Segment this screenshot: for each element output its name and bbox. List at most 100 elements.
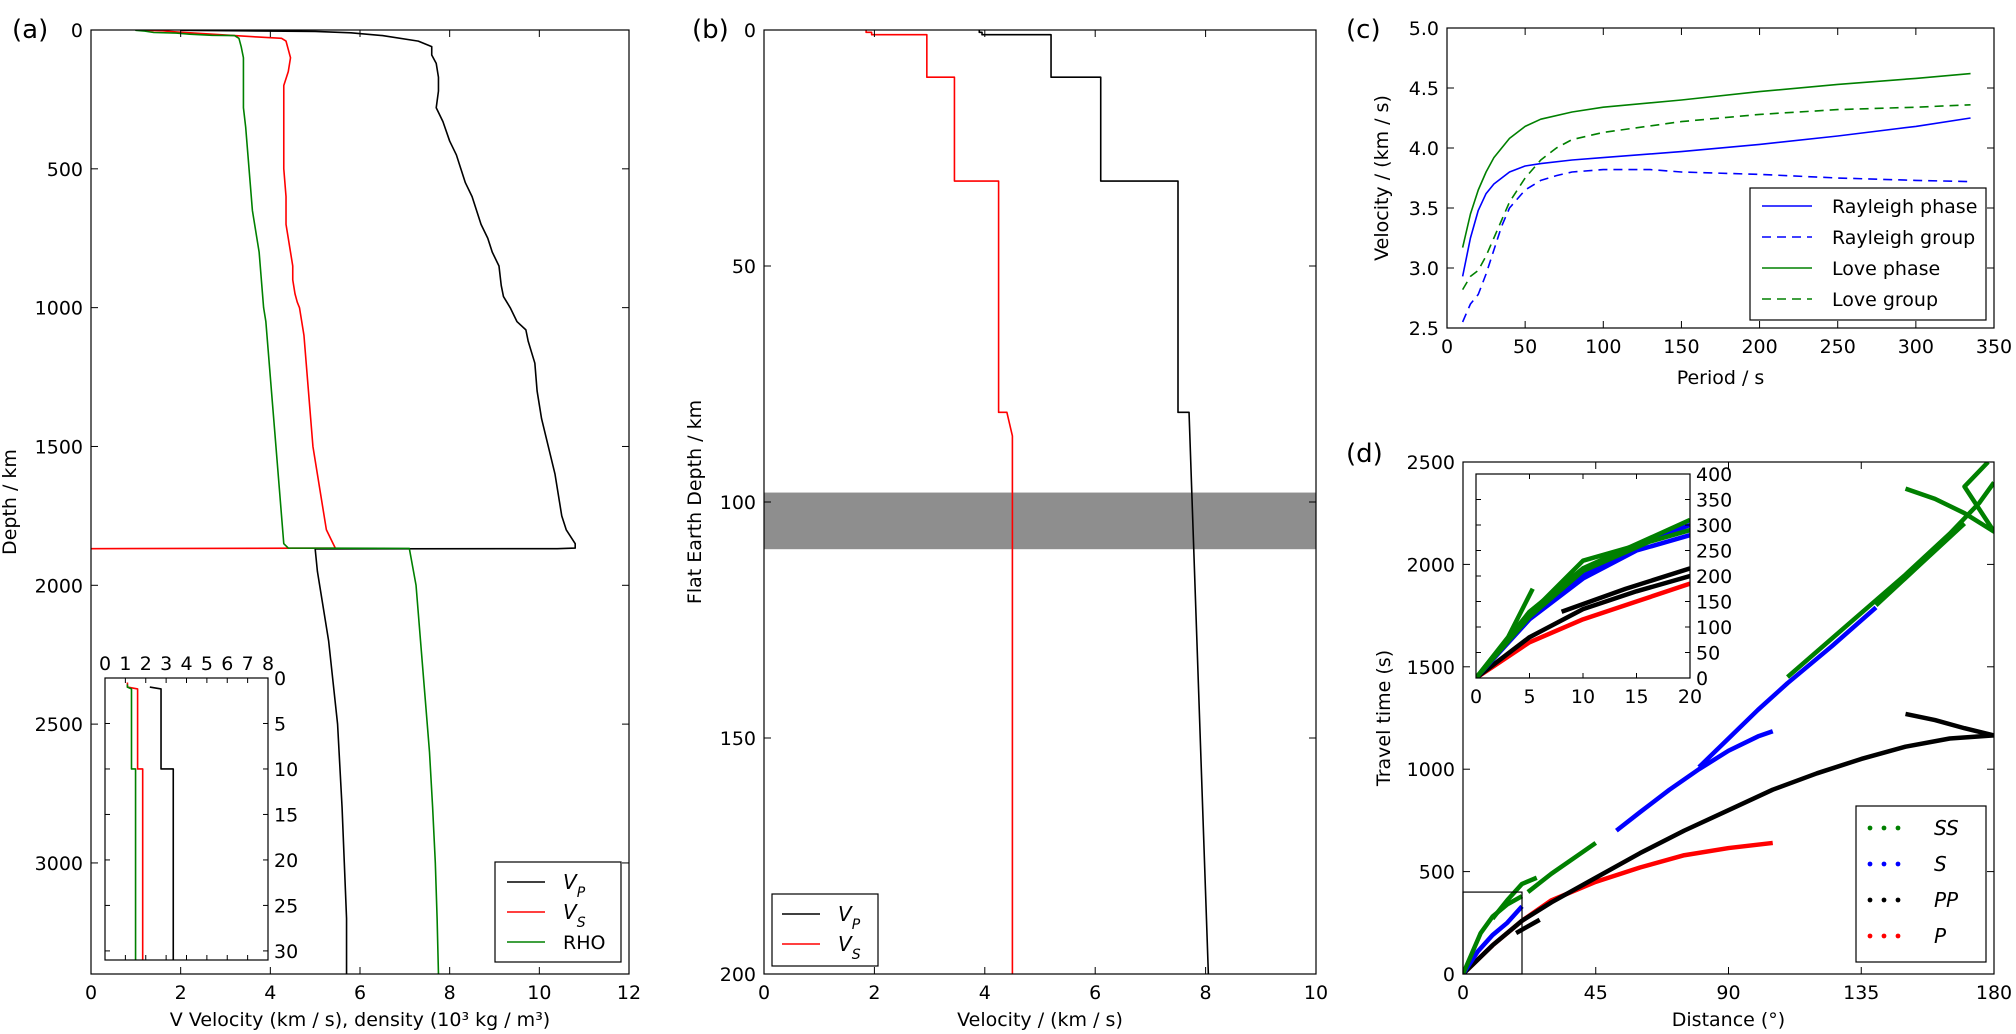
y-tick-label: 500	[47, 159, 83, 181]
y-axis-label: Flat Earth Depth / km	[684, 400, 706, 604]
y-tick-label: 200	[720, 964, 756, 986]
legend-marker	[1881, 861, 1887, 867]
legend-marker	[1881, 825, 1887, 831]
inset-points-PP	[1560, 566, 1690, 614]
panel-label-d: (d)	[1346, 439, 1383, 469]
panel-label-a: (a)	[12, 15, 48, 45]
series-line-love-group	[1461, 104, 1971, 291]
series-points-PP	[1514, 917, 1541, 935]
y-tick-label: 0	[1443, 964, 1455, 986]
legend-marker	[1881, 933, 1887, 939]
axes-frame	[1475, 473, 1691, 679]
y-tick-label: 3.0	[1409, 258, 1439, 280]
y-tick-label: 15	[274, 804, 298, 826]
inset-points-SS	[1476, 517, 1690, 678]
shaded-band	[764, 492, 1316, 550]
x-tick-label: 8	[1200, 982, 1212, 1004]
legend-label: S	[1934, 852, 1947, 876]
axes-frame	[1462, 461, 1995, 975]
y-tick-label: 1500	[35, 436, 83, 458]
y-tick-label: 2.5	[1409, 318, 1439, 340]
series-points-S	[1697, 605, 1878, 769]
x-tick-label: 15	[1624, 686, 1648, 708]
legend-marker	[1867, 825, 1873, 831]
legend-marker	[1867, 933, 1873, 939]
axes-frame	[104, 677, 269, 961]
y-tick-label: 2500	[1407, 452, 1455, 474]
legend-label: PP	[1934, 888, 1959, 912]
y-tick-label: 0	[274, 668, 286, 690]
x-tick-label: 2	[868, 982, 880, 1004]
x-tick-label: 10	[1304, 982, 1328, 1004]
x-tick-label: 12	[617, 982, 641, 1004]
y-tick-label: 0	[744, 20, 756, 42]
x-axis-label: V Velocity (km / s), density (10³ kg / m…	[170, 1009, 550, 1031]
y-tick-label: 400	[1696, 464, 1732, 486]
legend-box	[771, 893, 879, 967]
y-tick-label: 350	[1696, 490, 1732, 512]
axes-frame	[1446, 27, 1995, 329]
panel-c: (c) 0 50 100 150 200 250 300 350 2.5 3.0 3.5 4.0 4.5 5…	[1346, 15, 2012, 389]
series-line-VS	[91, 30, 337, 550]
y-tick-label: 0	[71, 20, 83, 42]
series-line-love-phase	[1461, 72, 1971, 248]
x-tick-label: 5	[201, 653, 213, 675]
legend-label: Rayleigh phase	[1832, 196, 1977, 218]
y-tick-label: 20	[274, 850, 298, 872]
series-points-SS	[1786, 481, 1994, 679]
legend-label: Love phase	[1832, 258, 1940, 280]
x-tick-label: 5	[1523, 686, 1535, 708]
y-tick-label: 100	[1696, 617, 1732, 639]
x-tick-label: 1	[119, 653, 131, 675]
y-axis-label: Velocity / (km / s)	[1371, 95, 1393, 261]
x-axis-label: Period / s	[1677, 367, 1765, 389]
x-tick-label: 135	[1843, 982, 1879, 1004]
series-points-SS	[1904, 462, 1994, 534]
x-tick-label: 180	[1976, 982, 2012, 1004]
series-points-PP	[1905, 711, 1994, 738]
x-tick-label: 4	[180, 653, 192, 675]
x-tick-label: 4	[264, 982, 276, 1004]
y-tick-label: 30	[274, 941, 298, 963]
series-points-S	[1463, 904, 1524, 974]
inset-points-P	[1476, 581, 1690, 678]
x-tick-label: 10	[527, 982, 551, 1004]
y-tick-label: 1000	[35, 298, 83, 320]
x-tick-label: 20	[1678, 686, 1702, 708]
x-tick-label: 6	[354, 982, 366, 1004]
legend-c: Rayleigh phase Rayleigh group Love phase Lo…	[1749, 187, 1987, 321]
series-line-VP	[179, 30, 577, 974]
y-tick-label: 5	[274, 713, 286, 735]
legend-label: Love group	[1832, 289, 1938, 311]
inset-line-VP	[149, 686, 175, 960]
x-axis-label: Distance (°)	[1672, 1009, 1785, 1031]
series-points-S	[1615, 729, 1774, 833]
y-tick-label: 200	[1696, 566, 1732, 588]
y-tick-label: 4.5	[1409, 78, 1439, 100]
x-tick-label: 150	[1663, 336, 1699, 358]
legend-subscript: P	[852, 917, 861, 933]
x-tick-label: 0	[85, 982, 97, 1004]
y-tick-label: 2000	[35, 575, 83, 597]
y-tick-label: 1000	[1407, 759, 1455, 781]
y-tick-label: 250	[1696, 541, 1732, 563]
legend-label: SS	[1934, 816, 1959, 840]
x-tick-label: 4	[979, 982, 991, 1004]
panel-label-c: (c)	[1346, 15, 1381, 45]
x-tick-label: 0	[1457, 982, 1469, 1004]
x-tick-label: 200	[1741, 336, 1777, 358]
x-tick-label: 6	[221, 653, 233, 675]
inset-line-RHO	[126, 684, 137, 960]
y-tick-label: 150	[720, 728, 756, 750]
x-tick-label: 90	[1716, 982, 1740, 1004]
y-tick-label: 2500	[35, 714, 83, 736]
series-points-SS	[1463, 894, 1524, 974]
legend-box	[1855, 805, 1987, 963]
x-tick-label: 8	[262, 653, 274, 675]
y-tick-label: 100	[720, 492, 756, 514]
